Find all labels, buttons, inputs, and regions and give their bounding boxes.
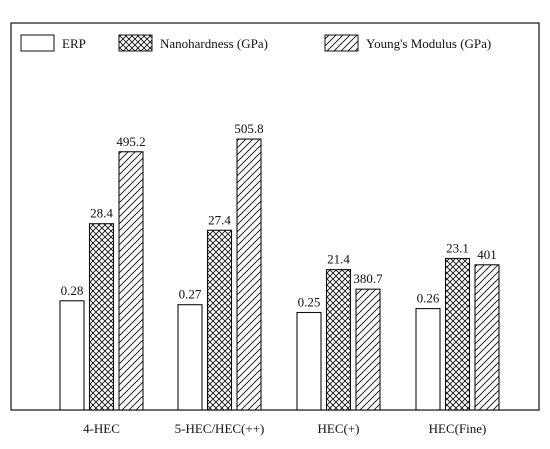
category-label: 5-HEC/HEC(++) (175, 421, 265, 436)
legend-swatch-nanohardness (118, 34, 153, 52)
legend-label: Nanohardness (GPa) (160, 36, 268, 51)
data-label: 21.4 (327, 252, 350, 267)
data-label: 495.2 (116, 134, 145, 149)
bar-nanohardness-3 (444, 257, 471, 411)
data-label: 0.26 (417, 291, 440, 306)
bar-youngs-modulus-1 (236, 138, 262, 411)
category-label: HEC(Fine) (429, 421, 487, 436)
x-axis-category-labels: 4-HEC 5-HEC/HEC(++) HEC(+) HEC(Fine) (83, 421, 486, 436)
legend-label: Young's Modulus (GPa) (366, 36, 491, 51)
data-label: 505.8 (234, 121, 263, 136)
data-label: 27.4 (208, 212, 231, 227)
bar-erp-2 (296, 311, 322, 411)
bar-nanohardness-0 (88, 223, 115, 411)
legend-label: ERP (62, 36, 86, 51)
legend-swatch-youngs-modulus (324, 34, 359, 52)
bar-youngs-modulus-3 (474, 264, 500, 411)
bars-group (59, 138, 500, 411)
data-label: 380.7 (353, 271, 383, 286)
data-label: 23.1 (446, 240, 469, 255)
data-label: 0.25 (298, 295, 321, 310)
bar-nanohardness-1 (206, 229, 233, 411)
bar-youngs-modulus-0 (118, 151, 144, 411)
bar-erp-0 (59, 300, 85, 411)
category-label: 4-HEC (83, 421, 120, 436)
category-label: HEC(+) (318, 421, 360, 436)
plot-frame (10, 22, 540, 411)
bar-youngs-modulus-2 (355, 288, 381, 411)
data-label: 0.28 (61, 283, 84, 298)
bar-erp-1 (177, 304, 203, 411)
bar-erp-3 (415, 308, 441, 411)
data-label: 401 (477, 247, 497, 262)
data-label: 28.4 (90, 206, 113, 221)
bar-nanohardness-2 (325, 269, 352, 411)
legend-swatch-erp (20, 34, 55, 52)
legend: ERP Nanohardness (GPa) Young's Modulus (GP… (20, 34, 491, 52)
data-label: 0.27 (179, 287, 202, 302)
